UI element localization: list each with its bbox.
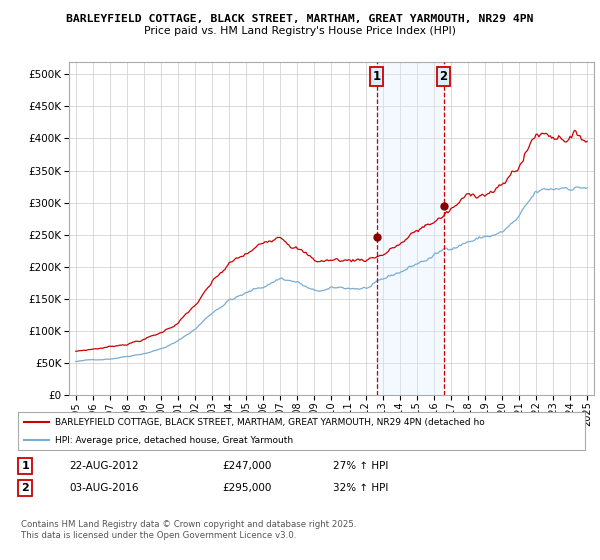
Text: 32% ↑ HPI: 32% ↑ HPI bbox=[333, 483, 388, 493]
Text: 27% ↑ HPI: 27% ↑ HPI bbox=[333, 461, 388, 471]
Text: Contains HM Land Registry data © Crown copyright and database right 2025.
This d: Contains HM Land Registry data © Crown c… bbox=[21, 520, 356, 540]
Text: BARLEYFIELD COTTAGE, BLACK STREET, MARTHAM, GREAT YARMOUTH, NR29 4PN: BARLEYFIELD COTTAGE, BLACK STREET, MARTH… bbox=[66, 14, 534, 24]
Text: £247,000: £247,000 bbox=[222, 461, 271, 471]
Text: HPI: Average price, detached house, Great Yarmouth: HPI: Average price, detached house, Grea… bbox=[55, 436, 293, 445]
Bar bbox=[377, 62, 443, 395]
Text: BARLEYFIELD COTTAGE, BLACK STREET, MARTHAM, GREAT YARMOUTH, NR29 4PN (detached h: BARLEYFIELD COTTAGE, BLACK STREET, MARTH… bbox=[55, 418, 485, 427]
Text: 1: 1 bbox=[22, 461, 29, 471]
Text: 1: 1 bbox=[373, 70, 380, 83]
Text: 2: 2 bbox=[22, 483, 29, 493]
Text: 22-AUG-2012: 22-AUG-2012 bbox=[69, 461, 139, 471]
Text: Price paid vs. HM Land Registry's House Price Index (HPI): Price paid vs. HM Land Registry's House … bbox=[144, 26, 456, 36]
Text: 03-AUG-2016: 03-AUG-2016 bbox=[69, 483, 139, 493]
Text: 2: 2 bbox=[440, 70, 448, 83]
Text: £295,000: £295,000 bbox=[222, 483, 271, 493]
